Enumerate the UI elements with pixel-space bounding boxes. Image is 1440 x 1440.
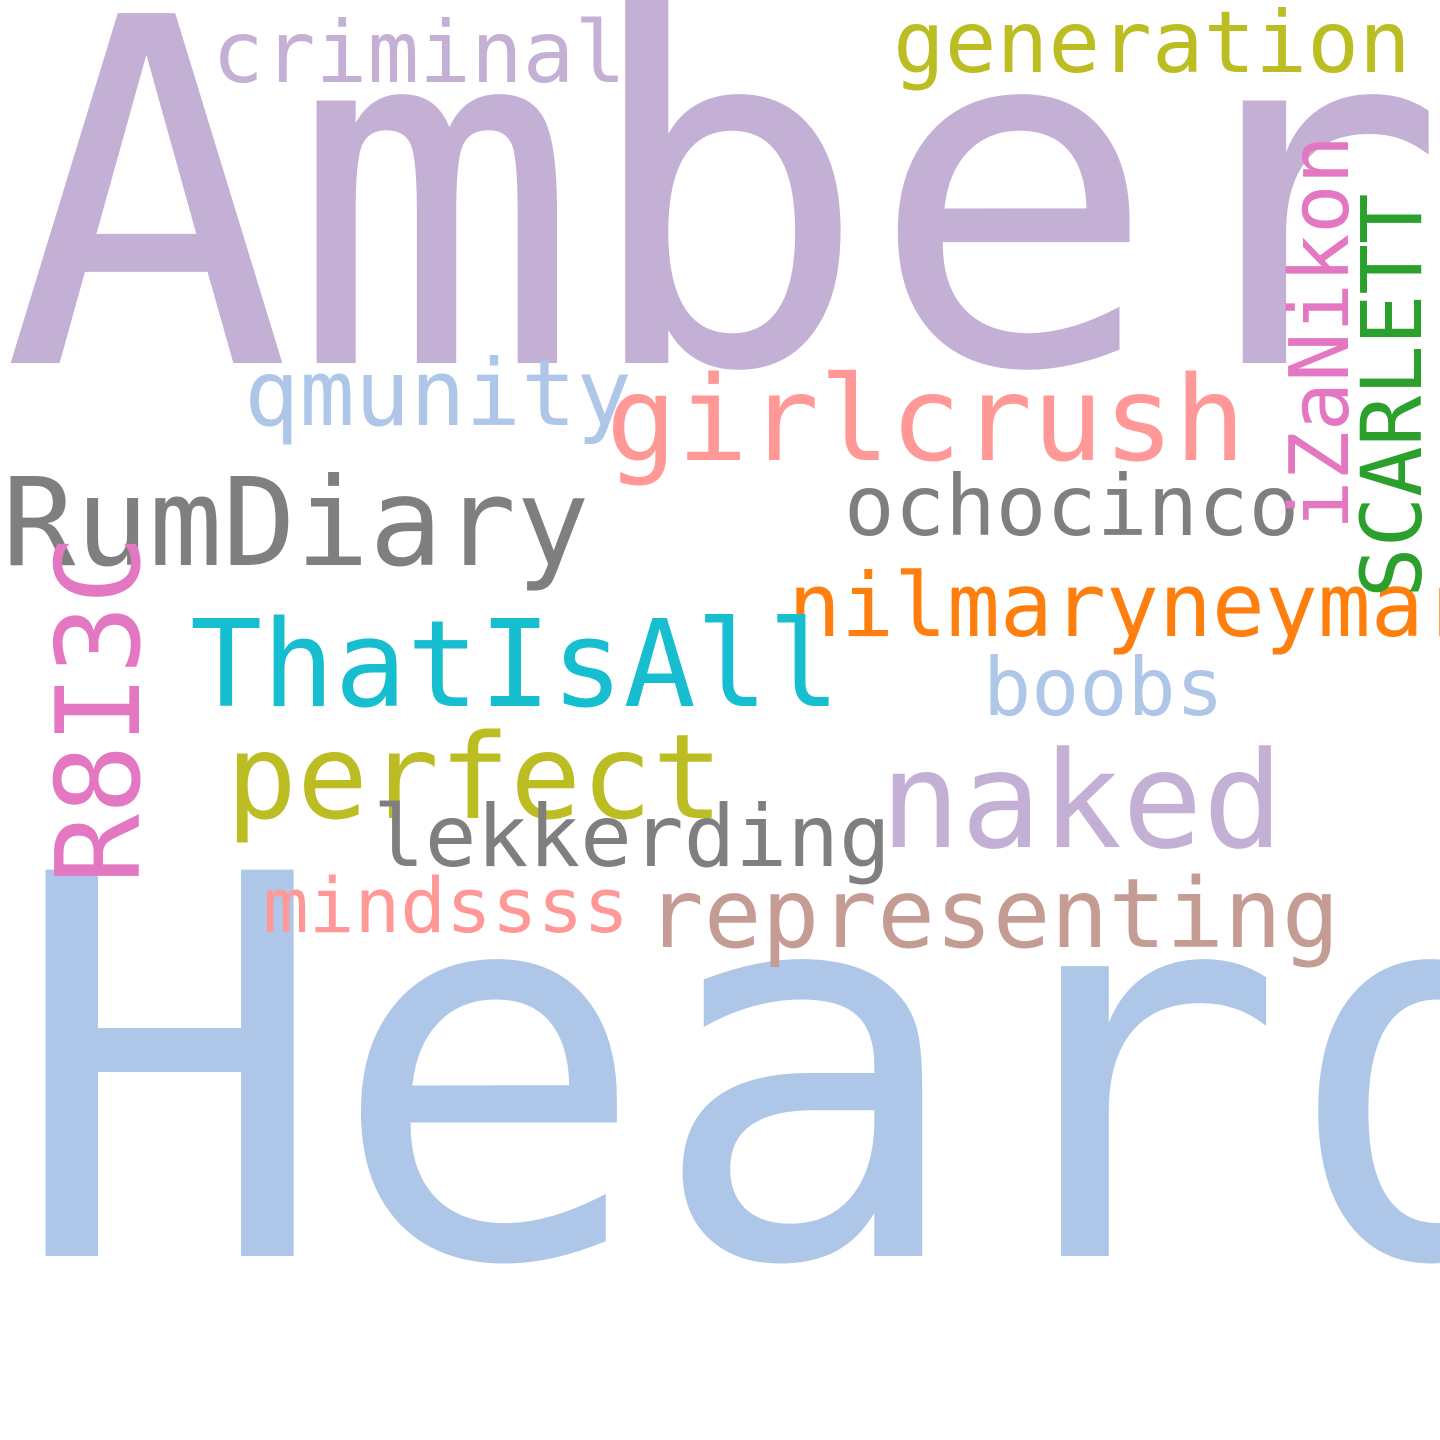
word-scarlett: SCARLETT — [1343, 193, 1440, 598]
word-boobs: boobs — [983, 641, 1224, 734]
word-amber: Amber — [2, 0, 1440, 477]
word-perfect: perfect — [226, 708, 724, 846]
word-qmunity: qmunity — [244, 340, 632, 447]
word-heard: Heard — [10, 764, 1440, 1381]
word-representing: representing — [646, 858, 1340, 970]
word-r8i3c: R8I3C — [32, 534, 167, 884]
word-nilmaryneymar: nilmaryneymar — [788, 554, 1440, 657]
word-ochocinco: ochocinco — [844, 457, 1300, 555]
word-thatisall: ThatIsAll — [190, 596, 841, 735]
word-naked: naked — [880, 723, 1284, 879]
word-girlcrush: girlcrush — [606, 350, 1246, 488]
word-mindssss: mindssss — [263, 861, 630, 950]
word-generation: generation — [893, 0, 1411, 93]
word-rumdiary: RumDiary — [2, 452, 590, 594]
word-lekkerding: lekkerding — [373, 787, 891, 887]
word-criminal: criminal — [212, 3, 627, 103]
